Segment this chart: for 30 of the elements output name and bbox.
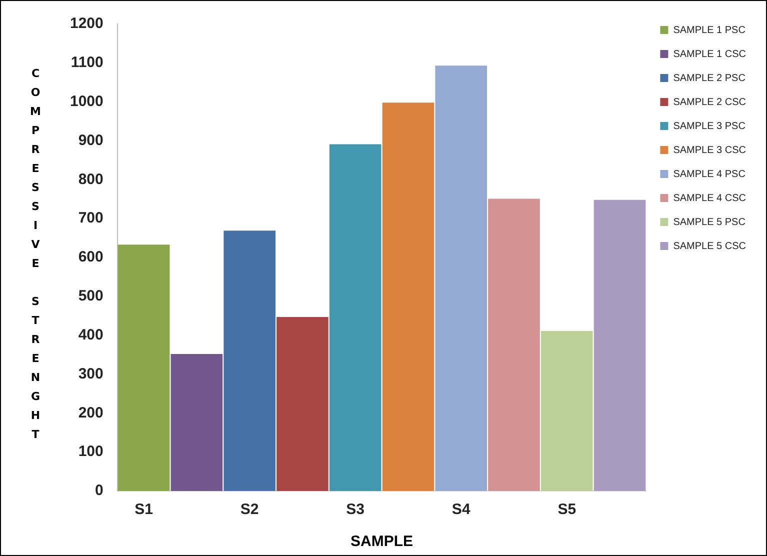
legend-label: SAMPLE 2 PSC <box>673 72 746 84</box>
legend-label: SAMPLE 2 CSC <box>673 96 746 108</box>
y-tick-label: 900 <box>78 132 104 149</box>
legend-label: SAMPLE 4 PSC <box>673 168 746 180</box>
y-tick-label: 1200 <box>70 15 104 32</box>
y-tick-label: 300 <box>78 365 104 382</box>
y-tick-label: 200 <box>78 404 104 422</box>
legend-label: SAMPLE 5 PSC <box>673 216 746 228</box>
x-tick-label: S4 <box>452 501 471 518</box>
y-tick-label: 800 <box>78 170 104 188</box>
y-tick-label: 600 <box>78 248 104 266</box>
legend-label: SAMPLE 3 CSC <box>673 144 746 156</box>
legend-label: SAMPLE 3 PSC <box>673 120 746 132</box>
legend-label: SAMPLE 1 PSC <box>673 24 746 36</box>
legend-label: SAMPLE 1 CSC <box>673 48 746 60</box>
x-tick-label: S2 <box>240 501 259 518</box>
y-tick-label: 1100 <box>70 54 104 72</box>
x-tick-label: S3 <box>346 501 365 518</box>
y-axis-title: COMPRESSIVE STRENGHT <box>29 67 42 447</box>
y-tick-label: 700 <box>78 210 104 227</box>
y-tick-label: 500 <box>78 288 104 305</box>
legend-label: SAMPLE 4 CSC <box>673 192 746 204</box>
y-tick-label: 0 <box>95 482 104 500</box>
y-tick-label: 100 <box>78 443 104 460</box>
y-tick-label: 400 <box>78 326 104 344</box>
legend-label: SAMPLE 5 CSC <box>673 240 746 252</box>
x-tick-label: S5 <box>558 501 576 518</box>
x-tick-label: S1 <box>134 501 153 518</box>
y-tick-label: 1000 <box>70 92 104 110</box>
x-axis-title: SAMPLE <box>350 533 414 550</box>
